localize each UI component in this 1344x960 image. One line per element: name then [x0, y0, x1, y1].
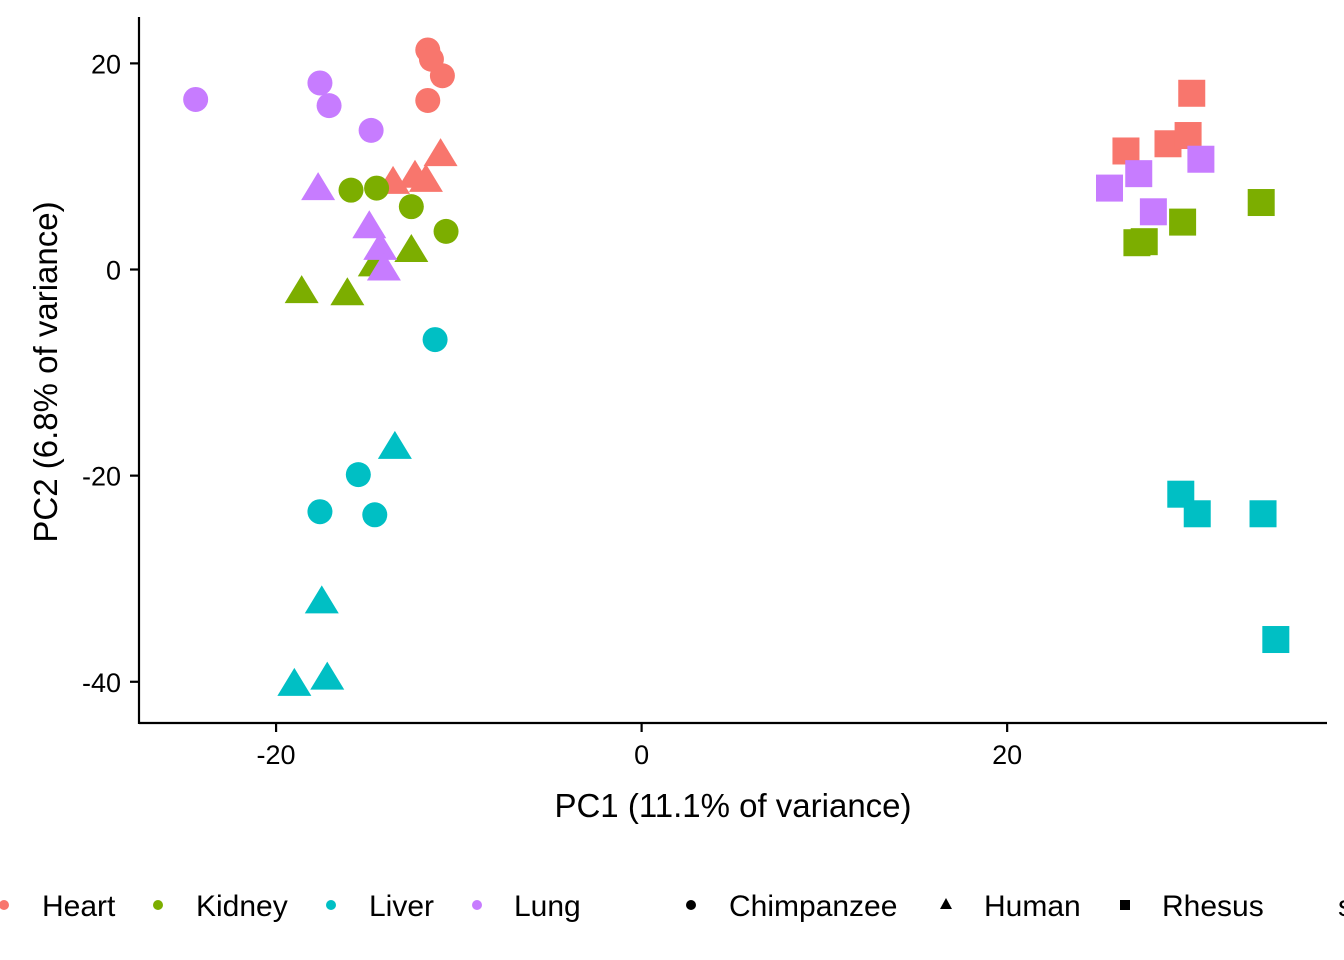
data-point-lung-chimpanzee	[358, 117, 384, 143]
data-point-kidney-human	[394, 233, 429, 262]
data-point-kidney-chimpanzee	[433, 218, 459, 244]
data-point-liver-chimpanzee	[422, 327, 448, 353]
legend-label-liver: Liver	[369, 890, 434, 923]
x-axis-ticks: -20 0 20	[257, 723, 1022, 770]
data-point-lung-human	[301, 172, 336, 201]
data-point-heart-chimpanzee	[415, 87, 441, 113]
data-point-kidney-human	[330, 277, 365, 306]
legend-key-kidney	[153, 900, 163, 910]
legend-key-liver	[326, 900, 336, 910]
data-point-kidney-chimpanzee	[398, 194, 424, 220]
data-point-kidney-chimpanzee	[364, 175, 390, 201]
legend-key-human	[940, 898, 952, 909]
data-point-liver-human	[304, 585, 339, 614]
data-point-liver-human	[277, 667, 312, 696]
y-tick-label: 0	[106, 256, 121, 286]
y-tick-label: -20	[82, 462, 121, 492]
legend-item-lung: Lung	[472, 890, 581, 923]
data-point-liver-chimpanzee	[307, 499, 333, 525]
legend-key-rhesus	[1120, 900, 1130, 910]
legend-item-liver: Liver	[326, 890, 434, 923]
data-point-kidney-rhesus	[1169, 208, 1197, 236]
legend-item-human: Human	[940, 890, 1081, 923]
x-axis-title: PC1 (11.1% of variance)	[554, 787, 911, 824]
data-point-lung-rhesus	[1125, 160, 1153, 188]
legend-item-kidney: Kidney	[153, 890, 288, 923]
legend-label-rhesus: Rhesus	[1162, 890, 1264, 923]
data-point-liver-chimpanzee	[345, 462, 371, 488]
legend-label-human: Human	[984, 890, 1081, 923]
x-tick-label: -20	[257, 740, 296, 770]
data-point-lung-rhesus	[1096, 174, 1124, 202]
legend-item-rhesus: Rhesus	[1120, 890, 1264, 923]
data-point-lung-rhesus	[1187, 145, 1215, 173]
data-point-kidney-rhesus	[1247, 189, 1275, 217]
data-point-lung-chimpanzee	[183, 86, 209, 112]
data-point-heart-rhesus	[1112, 137, 1140, 165]
data-point-lung-chimpanzee	[307, 70, 333, 96]
y-tick-label: 20	[91, 49, 121, 79]
data-point-heart-human	[423, 138, 458, 167]
data-point-lung-chimpanzee	[316, 93, 342, 119]
legend-key-chimpanzee	[686, 900, 696, 910]
data-point-lung-human	[352, 210, 387, 239]
data-point-liver-rhesus	[1249, 500, 1277, 528]
data-point-lung-rhesus	[1139, 198, 1167, 226]
data-point-lung-human	[363, 231, 398, 260]
data-point-heart-human	[408, 163, 443, 192]
data-point-kidney-human	[284, 275, 319, 304]
data-point-liver-human	[377, 430, 412, 459]
legend-label-heart: Heart	[42, 890, 116, 923]
legend-item-chimpanzee: Chimpanzee	[686, 890, 897, 923]
y-tick-label: -40	[82, 668, 121, 698]
legend-label-chimpanzee: Chimpanzee	[729, 890, 897, 923]
y-axis-title: PC2 (6.8% of variance)	[27, 201, 64, 542]
data-points	[183, 37, 1290, 696]
data-point-heart-rhesus	[1174, 122, 1202, 150]
legend-label-kidney: Kidney	[196, 890, 288, 923]
data-point-kidney-chimpanzee	[338, 177, 364, 203]
data-point-heart-chimpanzee	[429, 63, 455, 89]
data-point-liver-rhesus	[1262, 626, 1290, 654]
data-point-liver-chimpanzee	[362, 502, 388, 528]
legend-trailing-text: s	[1338, 890, 1344, 923]
legend-label-lung: Lung	[514, 890, 581, 923]
data-point-kidney-rhesus	[1130, 228, 1158, 256]
x-tick-label: 0	[634, 740, 649, 770]
legend-item-heart: Heart	[0, 890, 116, 923]
data-point-liver-rhesus	[1183, 500, 1211, 528]
data-point-heart-rhesus	[1178, 79, 1206, 107]
legend: Heart Kidney Liver Lung Chimpanzee Human…	[0, 890, 1344, 923]
data-point-liver-human	[310, 661, 345, 690]
legend-key-heart	[0, 900, 9, 910]
y-axis-ticks: 20 0 -20 -40	[82, 49, 139, 698]
legend-key-lung	[472, 900, 482, 910]
data-point-lung-human	[366, 252, 401, 281]
x-tick-label: 20	[992, 740, 1022, 770]
